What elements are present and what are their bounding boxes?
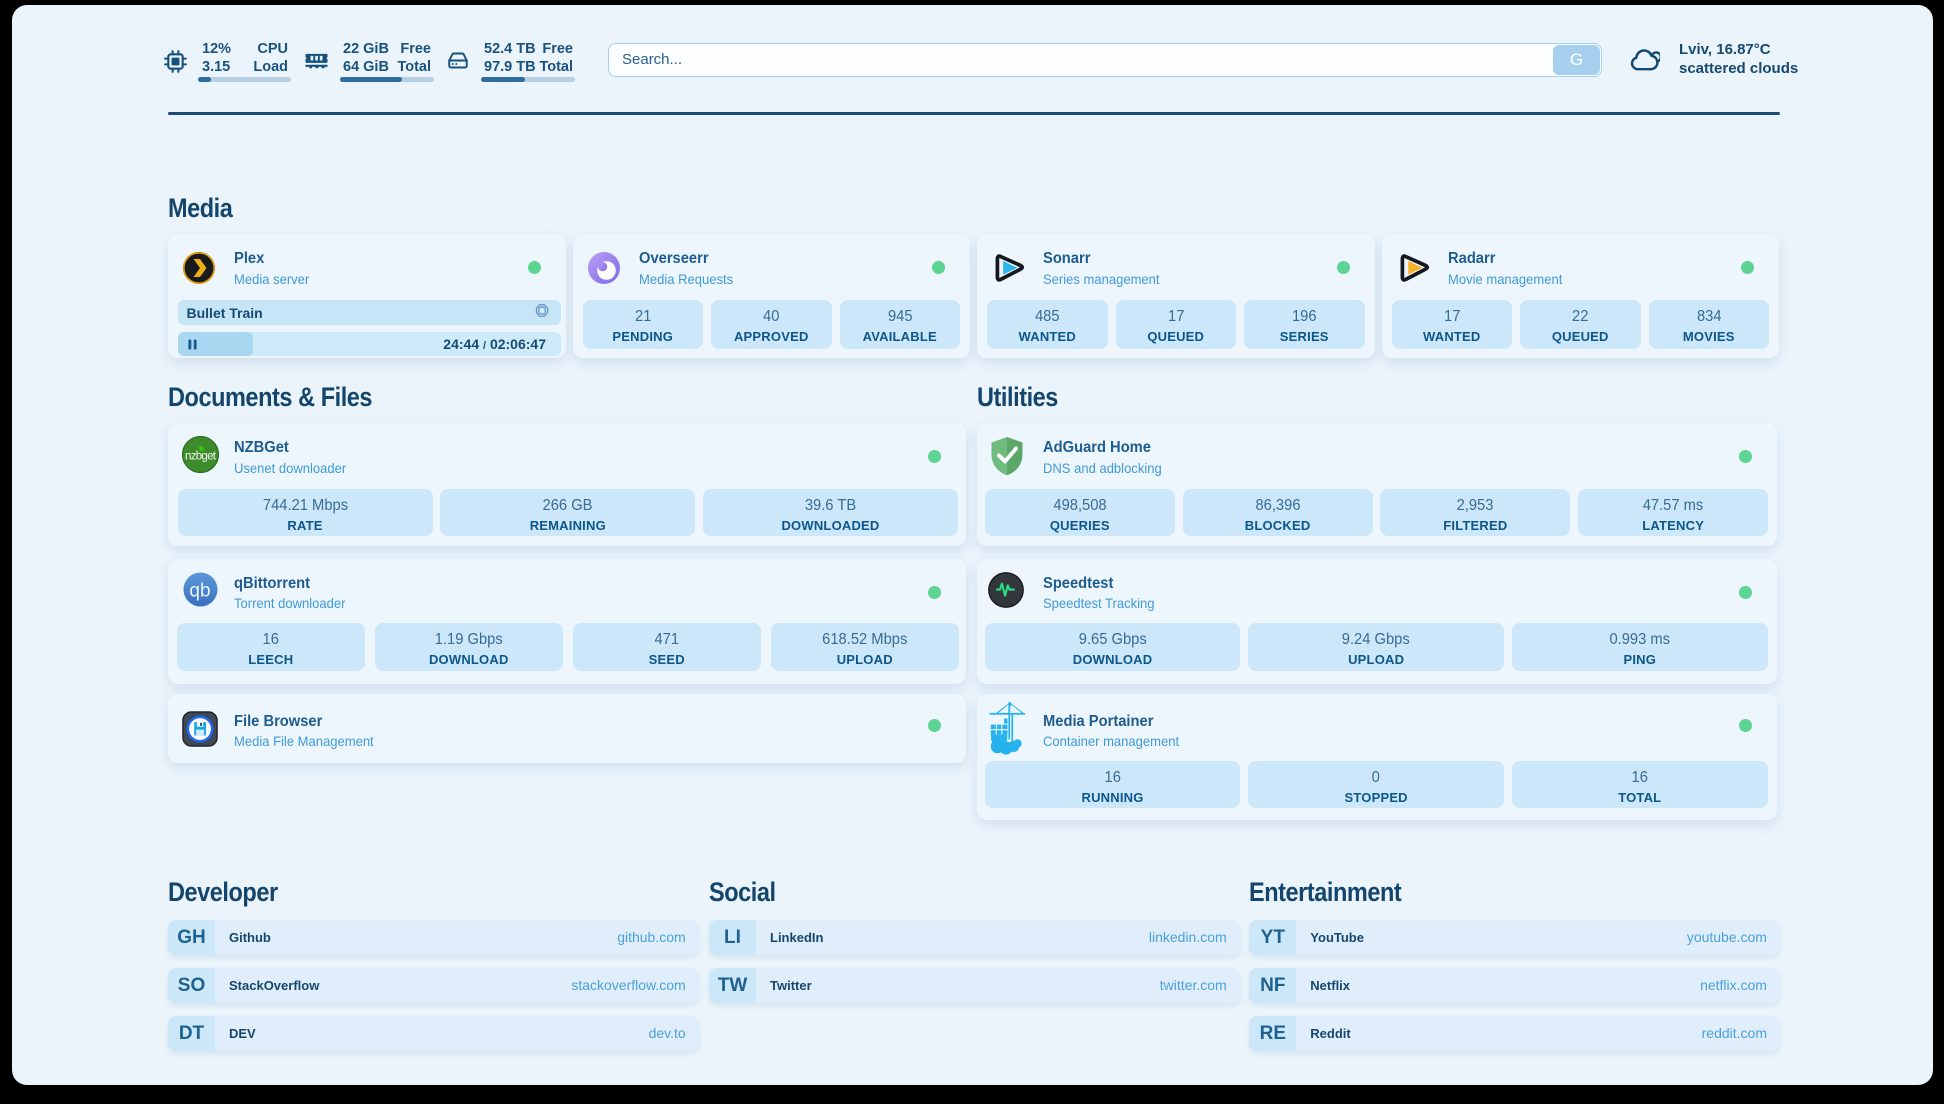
svg-text:qb: qb <box>189 581 210 602</box>
svg-text:nzbget: nzbget <box>185 451 217 463</box>
